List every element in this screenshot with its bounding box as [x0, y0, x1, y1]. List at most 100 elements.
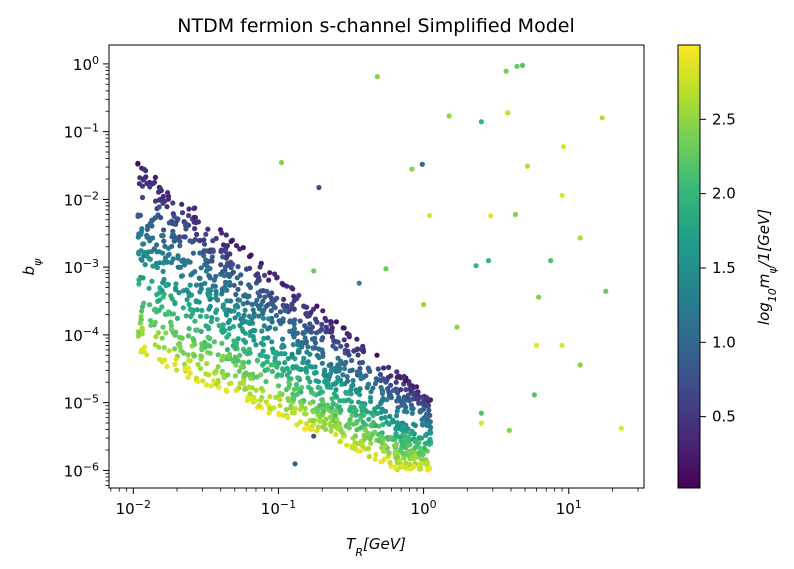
scatter-point	[257, 352, 263, 358]
scatter-point	[248, 329, 254, 335]
scatter-point	[308, 386, 314, 392]
scatter-point	[320, 353, 326, 359]
scatter-point	[141, 300, 147, 306]
scatter-point	[427, 397, 434, 403]
scatter-point	[275, 383, 282, 389]
scatter-point	[255, 277, 261, 283]
scatter-point	[200, 378, 206, 384]
scatter-point	[316, 390, 323, 396]
scatter-point	[237, 246, 243, 252]
scatter-point	[386, 421, 392, 427]
scatter-point	[203, 268, 209, 274]
scatter-point	[175, 255, 181, 261]
scatter-point	[315, 412, 321, 418]
scatter-point	[209, 258, 215, 264]
scatter-point	[166, 348, 172, 354]
scatter-point	[214, 316, 220, 322]
scatter-point	[370, 420, 377, 426]
scatter-point	[210, 283, 216, 289]
scatter-point	[136, 277, 142, 283]
x-axis-label: TR[GeV]	[346, 535, 406, 559]
scatter-point	[270, 299, 276, 305]
scatter-point	[153, 309, 160, 315]
scatter-point	[271, 362, 277, 368]
scatter-point	[396, 394, 402, 401]
scatter-point	[395, 390, 401, 396]
scatter-point	[170, 330, 176, 336]
scatter-point	[301, 355, 307, 361]
scatter-point	[347, 368, 353, 374]
scatter-point	[348, 391, 354, 397]
scatter-point	[163, 283, 169, 289]
scatter-point	[297, 419, 303, 425]
scatter-point	[166, 251, 172, 258]
scatter-point	[183, 226, 189, 232]
scatter-point	[228, 380, 234, 386]
scatter-point	[198, 265, 204, 271]
scatter-point	[514, 63, 520, 69]
scatter-point	[337, 365, 343, 371]
scatter-point	[313, 378, 319, 384]
scatter-point	[241, 360, 247, 366]
scatter-point	[372, 406, 378, 412]
scatter-point	[333, 346, 339, 352]
scatter-point	[278, 159, 285, 166]
scatter-point	[292, 405, 298, 412]
scatter-point	[159, 335, 165, 341]
scatter-point	[258, 340, 264, 346]
scatter-point	[276, 318, 282, 324]
scatter-point	[259, 328, 265, 334]
scatter-point	[386, 450, 392, 456]
scatter-point	[246, 313, 252, 319]
scatter-point	[303, 367, 309, 373]
scatter-point	[191, 214, 197, 221]
scatter-point	[238, 316, 244, 322]
scatter-point	[237, 352, 243, 358]
scatter-point	[349, 383, 355, 389]
scatter-point	[417, 409, 423, 415]
scatter-point	[219, 230, 225, 236]
scatter-point	[238, 364, 244, 370]
scatter-point	[284, 303, 290, 309]
scatter-point	[192, 318, 198, 324]
scatter-point	[222, 283, 228, 290]
scatter-point	[269, 339, 275, 345]
scatter-point	[427, 212, 433, 218]
scatter-point	[244, 294, 250, 300]
scatter-point	[416, 435, 422, 441]
scatter-point	[503, 68, 509, 74]
scatter-point	[236, 368, 242, 374]
scatter-point	[277, 309, 283, 315]
scatter-point	[224, 312, 230, 318]
scatter-point	[188, 313, 194, 320]
scatter-point	[533, 342, 540, 348]
scatter-point	[235, 286, 241, 292]
scatter-point	[320, 409, 327, 415]
scatter-point	[317, 385, 323, 391]
scatter-point	[357, 370, 363, 376]
scatter-point	[338, 438, 344, 444]
scatter-point	[242, 386, 248, 392]
scatter-point	[135, 160, 141, 166]
scatter-point	[170, 200, 176, 206]
scatter-point	[177, 238, 183, 244]
scatter-point	[206, 306, 212, 312]
scatter-point	[325, 402, 331, 408]
scatter-point	[191, 337, 197, 343]
scatter-point	[198, 282, 204, 288]
scatter-point	[198, 328, 204, 335]
scatter-point	[141, 249, 148, 256]
scatter-point	[388, 373, 394, 379]
scatter-point	[356, 399, 362, 405]
scatter-point	[152, 215, 159, 221]
scatter-point	[366, 416, 372, 422]
scatter-point	[220, 322, 226, 328]
scatter-point	[154, 265, 160, 271]
scatter-point	[365, 381, 371, 388]
scatter-point	[159, 197, 165, 203]
scatter-point	[211, 378, 217, 384]
scatter-point	[197, 313, 204, 319]
scatter-point	[383, 266, 389, 272]
plot-frame	[108, 44, 645, 489]
scatter-point	[311, 409, 317, 415]
